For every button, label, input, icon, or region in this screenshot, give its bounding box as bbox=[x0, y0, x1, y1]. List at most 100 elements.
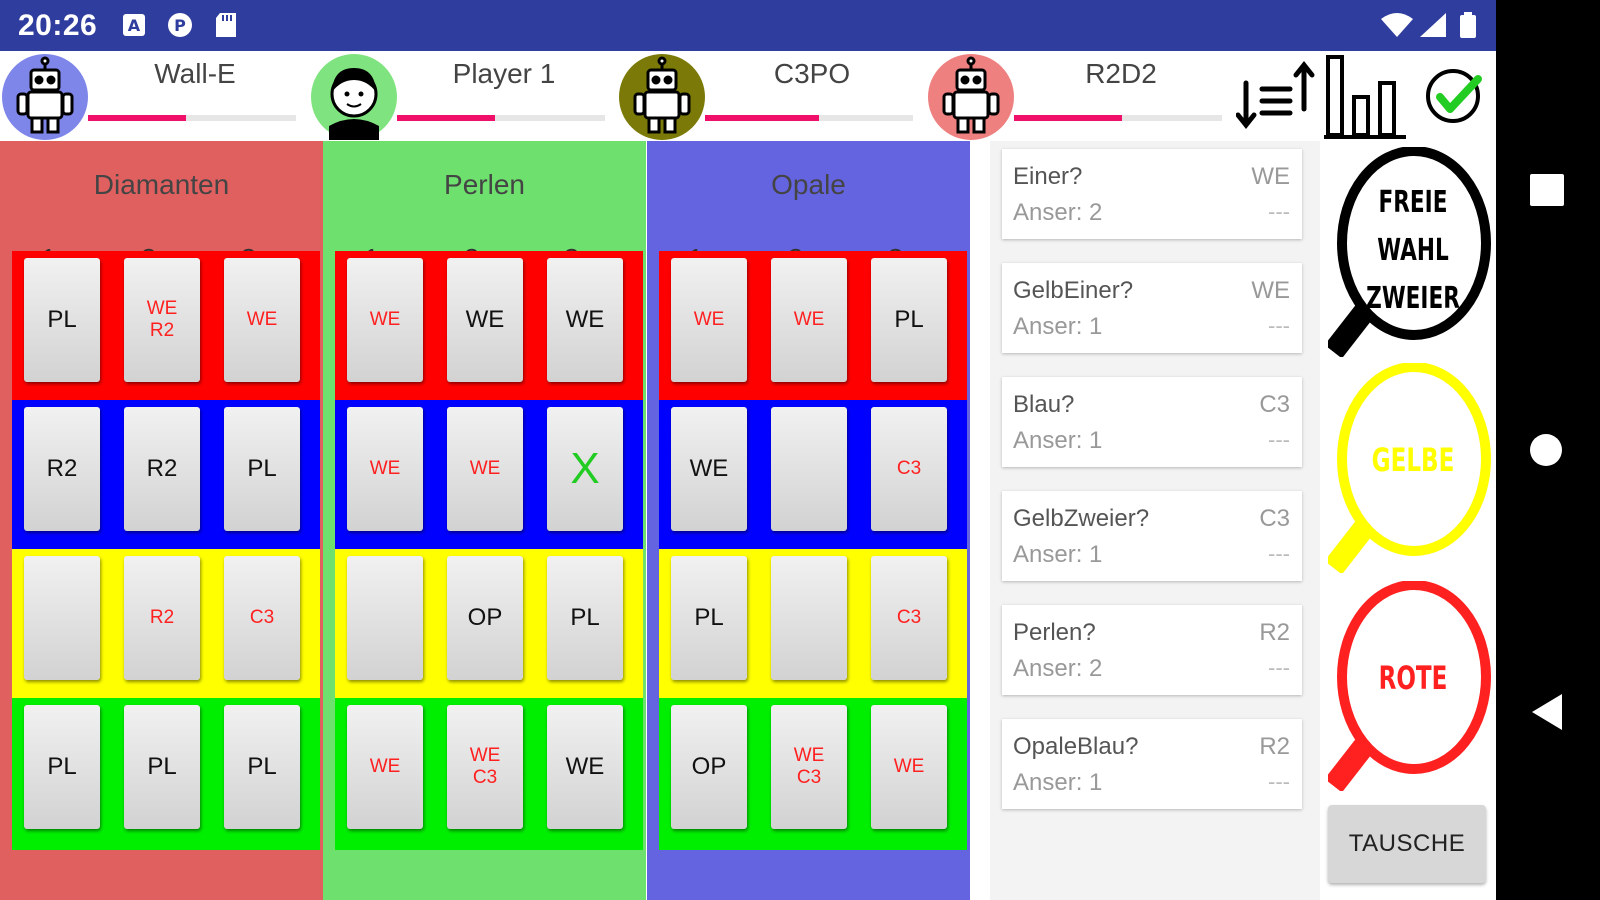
red-magnifier[interactable]: ROTE bbox=[1324, 580, 1496, 793]
question-dash: --- bbox=[1268, 655, 1290, 680]
board-tile[interactable]: PL bbox=[124, 705, 200, 829]
board-tile[interactable] bbox=[24, 556, 100, 680]
board-tile[interactable]: WE bbox=[871, 705, 947, 829]
board-tile[interactable]: WE bbox=[547, 258, 623, 382]
swap-button[interactable]: TAUSCHE bbox=[1328, 805, 1486, 883]
question-card[interactable]: GelbEiner? Anser: 1 WE --- bbox=[1002, 263, 1302, 353]
tile-label: R2 bbox=[146, 455, 178, 483]
question-answer: Anser: 1 bbox=[1013, 427, 1103, 454]
board-tile[interactable]: X bbox=[547, 407, 623, 531]
board-tile[interactable]: C3 bbox=[871, 407, 947, 531]
clock: 20:26 bbox=[18, 9, 98, 42]
player-name: Wall-E bbox=[154, 58, 236, 89]
player-card[interactable]: R2D2 bbox=[926, 51, 1234, 141]
question-title: GelbZweier? bbox=[1013, 505, 1150, 532]
svg-text:P: P bbox=[174, 16, 186, 35]
board-tile[interactable]: WE bbox=[347, 258, 423, 382]
player-avatar bbox=[619, 54, 705, 140]
tile-row: WE WE PL bbox=[659, 251, 967, 403]
board-tile[interactable]: OP bbox=[671, 705, 747, 829]
board-tile[interactable] bbox=[771, 556, 847, 680]
board-tile[interactable]: OP bbox=[447, 556, 523, 680]
tile-label: WE bbox=[369, 756, 401, 778]
tile-label: WE bbox=[565, 753, 605, 781]
board-tile[interactable]: PL bbox=[547, 556, 623, 680]
tile-label: C3 bbox=[249, 607, 275, 629]
signal-icon bbox=[1420, 13, 1446, 37]
recents-square-icon[interactable] bbox=[1530, 174, 1564, 206]
question-player-code: WE bbox=[1251, 277, 1290, 304]
wifi-icon bbox=[1381, 13, 1413, 37]
tile-label: WE C3 bbox=[793, 745, 825, 788]
board-tile[interactable]: WE bbox=[224, 258, 300, 382]
board-tile[interactable]: WE bbox=[547, 705, 623, 829]
question-answer: Anser: 1 bbox=[1013, 313, 1103, 340]
board-tile[interactable]: PL bbox=[24, 258, 100, 382]
question-title: Einer? bbox=[1013, 163, 1083, 190]
board-tile[interactable]: WE bbox=[347, 705, 423, 829]
board-tile[interactable]: PL bbox=[871, 258, 947, 382]
board-tile[interactable]: R2 bbox=[124, 407, 200, 531]
board-tile[interactable]: R2 bbox=[24, 407, 100, 531]
bar-chart-icon[interactable] bbox=[1322, 53, 1408, 139]
robot-icon bbox=[633, 56, 691, 134]
tile-label: WE R2 bbox=[146, 298, 178, 341]
player-name: Player 1 bbox=[452, 58, 556, 89]
yellow-magnifier[interactable]: GELBE bbox=[1324, 362, 1496, 575]
question-card[interactable]: GelbZweier? Anser: 1 C3 --- bbox=[1002, 491, 1302, 581]
red-label: ROTE bbox=[1378, 659, 1448, 697]
board-tile[interactable]: WE bbox=[347, 407, 423, 531]
board-tile[interactable]: C3 bbox=[224, 556, 300, 680]
player-avatar bbox=[2, 54, 88, 140]
board-tile[interactable] bbox=[771, 407, 847, 531]
board-tile[interactable]: WE R2 bbox=[124, 258, 200, 382]
board-tile[interactable]: WE bbox=[671, 407, 747, 531]
yellow-label: GELBE bbox=[1371, 441, 1455, 479]
board-tile[interactable] bbox=[347, 556, 423, 680]
question-card[interactable]: Einer? Anser: 2 WE --- bbox=[1002, 149, 1302, 239]
board-tile[interactable]: PL bbox=[224, 407, 300, 531]
tile-label: WE bbox=[693, 309, 725, 331]
board-tile[interactable]: PL bbox=[224, 705, 300, 829]
free-choice-magnifier[interactable]: FREIE WAHL ZWEIER bbox=[1324, 146, 1496, 359]
question-card[interactable]: Perlen? Anser: 2 R2 --- bbox=[1002, 605, 1302, 695]
board-tile[interactable]: WE C3 bbox=[447, 705, 523, 829]
person-face-icon bbox=[329, 68, 379, 140]
board-tile[interactable]: WE bbox=[771, 258, 847, 382]
question-player-code: C3 bbox=[1259, 505, 1290, 532]
tile-label: PL bbox=[570, 604, 600, 632]
tile-row: R2 R2 PL bbox=[12, 400, 320, 552]
check-icon[interactable] bbox=[1424, 67, 1482, 125]
player-card[interactable]: C3PO bbox=[617, 51, 925, 141]
player-card[interactable]: Player 1 bbox=[309, 51, 617, 141]
back-triangle-icon[interactable] bbox=[1530, 692, 1564, 732]
board-tile[interactable]: WE bbox=[447, 258, 523, 382]
tile-row: PL C3 bbox=[659, 549, 967, 701]
board-tile[interactable]: R2 bbox=[124, 556, 200, 680]
board-tile[interactable]: PL bbox=[24, 705, 100, 829]
player-progress-bar bbox=[1014, 115, 1222, 121]
magnifier-icon bbox=[1324, 362, 1491, 575]
tile-row: WE WE WE bbox=[335, 251, 643, 403]
magnifier-icon bbox=[1324, 146, 1491, 359]
question-card[interactable]: Blau? Anser: 1 C3 --- bbox=[1002, 377, 1302, 467]
sort-icon[interactable] bbox=[1236, 61, 1318, 131]
board-tile[interactable]: C3 bbox=[871, 556, 947, 680]
question-title: OpaleBlau? bbox=[1013, 733, 1139, 760]
question-card[interactable]: OpaleBlau? Anser: 1 R2 --- bbox=[1002, 719, 1302, 809]
board-tile[interactable]: WE C3 bbox=[771, 705, 847, 829]
tile-label: WE bbox=[689, 455, 729, 483]
navigation-bar bbox=[1496, 0, 1600, 900]
tile-row: WE WE C3 WE bbox=[335, 698, 643, 850]
board-tile[interactable]: WE bbox=[447, 407, 523, 531]
player-card[interactable]: Wall-E bbox=[0, 51, 308, 141]
tile-row: R2 C3 bbox=[12, 549, 320, 701]
board-tile[interactable]: WE bbox=[671, 258, 747, 382]
tile-label: WE bbox=[893, 756, 925, 778]
home-circle-icon[interactable] bbox=[1530, 434, 1562, 466]
p-notification-icon: P bbox=[168, 13, 192, 37]
tile-label: PL bbox=[894, 306, 924, 334]
question-dash: --- bbox=[1268, 199, 1290, 224]
tile-label: WE bbox=[793, 309, 825, 331]
board-tile[interactable]: PL bbox=[671, 556, 747, 680]
